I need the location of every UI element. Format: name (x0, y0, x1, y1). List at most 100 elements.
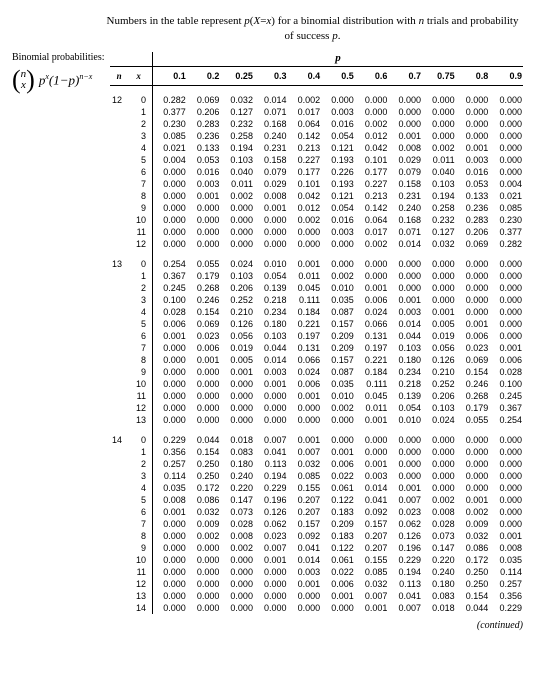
cell-value: 0.008 (254, 190, 288, 202)
sidebar-label: Binomial probabilities: (12, 52, 110, 63)
col-p-header: 0.4 (288, 66, 322, 85)
cell-value: 0.283 (456, 214, 490, 226)
cell-n: 12 (110, 85, 130, 106)
cell-value: 0.054 (254, 270, 288, 282)
cell-value: 0.103 (220, 270, 254, 282)
cell-value: 0.001 (388, 130, 422, 142)
cell-value: 0.000 (152, 590, 186, 602)
cell-value: 0.194 (388, 566, 422, 578)
cell-value: 0.028 (220, 518, 254, 530)
cell-x: 9 (130, 202, 152, 214)
cell-value: 0.100 (152, 294, 186, 306)
cell-value: 0.114 (489, 566, 523, 578)
cell-value: 0.000 (220, 554, 254, 566)
cell-value: 0.000 (388, 106, 422, 118)
table-row: 70.0000.0060.0190.0440.1310.2090.1970.10… (110, 342, 523, 354)
cell-value: 0.032 (456, 530, 490, 542)
table-row: 40.0350.1720.2200.2290.1550.0610.0140.00… (110, 482, 523, 494)
cell-value: 0.000 (388, 446, 422, 458)
cell-value: 0.180 (422, 578, 456, 590)
cell-value: 0.021 (152, 142, 186, 154)
cell-value: 0.002 (220, 190, 254, 202)
cell-value: 0.041 (254, 446, 288, 458)
cell-value: 0.197 (355, 342, 389, 354)
cell-value: 0.006 (355, 294, 389, 306)
cell-value: 0.045 (355, 390, 389, 402)
cell-value: 0.016 (456, 166, 490, 178)
cell-value: 0.001 (456, 318, 490, 330)
cell-value: 0.000 (456, 250, 490, 270)
cell-value: 0.053 (456, 178, 490, 190)
cell-value: 0.000 (422, 106, 456, 118)
cell-value: 0.000 (187, 202, 221, 214)
cell-value: 0.206 (220, 282, 254, 294)
cell-value: 0.014 (254, 354, 288, 366)
cell-value: 0.001 (152, 330, 186, 342)
table-row: 50.0060.0690.1260.1800.2210.1570.0660.01… (110, 318, 523, 330)
cell-value: 0.196 (388, 542, 422, 554)
cell-value: 0.092 (288, 530, 322, 542)
col-p-header: 0.6 (355, 66, 389, 85)
cell-value: 0.229 (388, 554, 422, 566)
cell-value: 0.001 (321, 446, 355, 458)
cell-value: 0.085 (152, 130, 186, 142)
probability-table: p n x 0.10.20.250.30.40.50.60.70.750.80.… (110, 52, 523, 614)
cell-x: 1 (130, 446, 152, 458)
cell-value: 0.006 (321, 578, 355, 590)
cell-value: 0.001 (422, 306, 456, 318)
cell-value: 0.000 (489, 470, 523, 482)
cell-value: 0.000 (422, 85, 456, 106)
cell-value: 0.023 (456, 342, 490, 354)
table-row: 1300.2540.0550.0240.0100.0010.0000.0000.… (110, 250, 523, 270)
cell-value: 0.011 (220, 178, 254, 190)
cell-value: 0.024 (422, 414, 456, 426)
cell-value: 0.268 (456, 390, 490, 402)
cell-value: 0.022 (321, 566, 355, 578)
cell-value: 0.032 (355, 578, 389, 590)
cell-value: 0.069 (456, 354, 490, 366)
cell-n (110, 390, 130, 402)
cell-value: 0.000 (152, 414, 186, 426)
cell-value: 0.001 (288, 250, 322, 270)
cell-value: 0.000 (355, 250, 389, 270)
cell-value: 0.231 (254, 142, 288, 154)
cell-x: 4 (130, 306, 152, 318)
cell-value: 0.240 (220, 470, 254, 482)
cell-value: 0.111 (288, 294, 322, 306)
cell-value: 0.006 (321, 458, 355, 470)
cell-value: 0.001 (254, 554, 288, 566)
cell-value: 0.000 (456, 106, 490, 118)
cell-value: 0.000 (456, 446, 490, 458)
cell-value: 0.001 (489, 342, 523, 354)
cell-value: 0.002 (422, 142, 456, 154)
cell-value: 0.194 (254, 470, 288, 482)
cell-value: 0.000 (388, 426, 422, 446)
cell-value: 0.000 (220, 378, 254, 390)
cell-value: 0.000 (489, 318, 523, 330)
cell-n (110, 154, 130, 166)
table-row: 60.0000.0160.0400.0790.1770.2260.1770.07… (110, 166, 523, 178)
cell-value: 0.009 (187, 518, 221, 530)
cell-value: 0.000 (489, 270, 523, 282)
cell-value: 0.207 (288, 494, 322, 506)
cell-value: 0.000 (254, 602, 288, 614)
cell-value: 0.004 (489, 178, 523, 190)
cell-n (110, 130, 130, 142)
cell-value: 0.196 (254, 494, 288, 506)
cell-value: 0.001 (355, 458, 389, 470)
cell-value: 0.040 (422, 166, 456, 178)
table-row: 90.0000.0000.0010.0030.0240.0870.1840.23… (110, 366, 523, 378)
cell-value: 0.000 (321, 414, 355, 426)
cell-value: 0.000 (288, 238, 322, 250)
table-row: 120.0000.0000.0000.0000.0000.0000.0020.0… (110, 238, 523, 250)
cell-value: 0.083 (422, 590, 456, 602)
cell-n (110, 482, 130, 494)
cell-value: 0.000 (152, 402, 186, 414)
cell-value: 0.042 (355, 142, 389, 154)
cell-value: 0.131 (288, 342, 322, 354)
cell-value: 0.000 (254, 414, 288, 426)
cell-value: 0.000 (288, 590, 322, 602)
cell-value: 0.254 (152, 250, 186, 270)
cell-value: 0.001 (355, 602, 389, 614)
cell-value: 0.000 (152, 566, 186, 578)
